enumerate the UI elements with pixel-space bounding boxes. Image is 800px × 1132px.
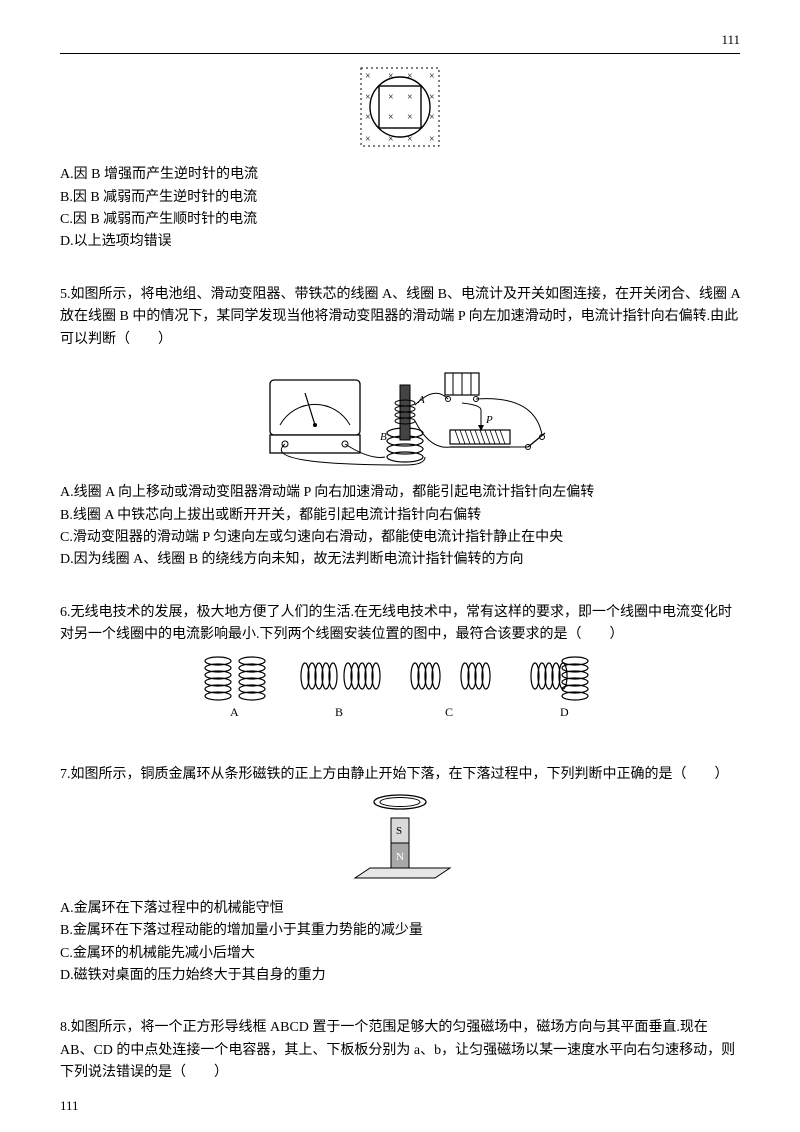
q5-opt-c: C.滑动变阻器的滑动端 P 匀速向左或匀速向右滑动，都能使电流计指针静止在中央 <box>60 527 740 549</box>
svg-text:B: B <box>380 431 387 443</box>
page-number-top: 111 <box>60 30 740 51</box>
svg-text:×: × <box>407 134 413 145</box>
svg-text:P: P <box>485 414 493 426</box>
q4-figure: × × × × × × × × × × × × × × × × <box>60 62 740 160</box>
q8: 8.如图所示，将一个正方形导线框 ABCD 置于一个范围足够大的匀强磁场中，磁场… <box>60 1017 740 1084</box>
svg-text:×: × <box>365 92 371 103</box>
q7: 7.如图所示，铜质金属环从条形磁铁的正上方由静止开始下落，在下落过程中，下列判断… <box>60 764 740 987</box>
svg-text:×: × <box>407 92 413 103</box>
q5-stem: 5.如图所示，将电池组、滑动变阻器、带铁芯的线圈 A、线圈 B、电流计及开关如图… <box>60 284 740 351</box>
q7-n-label: N <box>396 851 404 863</box>
q7-opt-b: B.金属环在下落过程动能的增加量小于其重力势能的减少量 <box>60 920 740 942</box>
svg-text:×: × <box>365 71 371 82</box>
svg-text:×: × <box>388 92 394 103</box>
q6-svg: A B C <box>190 651 610 726</box>
q6-label-a: A <box>230 705 239 719</box>
svg-text:×: × <box>388 71 394 82</box>
q8-stem: 8.如图所示，将一个正方形导线框 ABCD 置于一个范围足够大的匀强磁场中，磁场… <box>60 1017 740 1084</box>
svg-text:×: × <box>365 134 371 145</box>
q6-label-d: D <box>560 705 569 719</box>
q6-label-c: C <box>445 705 453 719</box>
page-container: 111 × × × × × × × × × × × × × × × × A.因 B 增强而产生逆时针的电… <box>0 0 800 1132</box>
q4-opt-b: B.因 B 减弱而产生逆时针的电流 <box>60 187 740 209</box>
q7-figure: S N <box>60 790 740 893</box>
top-rule <box>60 53 740 54</box>
q6: 6.无线电技术的发展，极大地方便了人们的生活.在无线电技术中，常有这样的要求，即… <box>60 602 740 734</box>
q7-opt-c: C.金属环的机械能先减小后增大 <box>60 943 740 965</box>
svg-text:×: × <box>407 71 413 82</box>
q4-opt-d: D.以上选项均错误 <box>60 231 740 253</box>
q7-opt-a: A.金属环在下落过程中的机械能守恒 <box>60 898 740 920</box>
page-number-bottom: 111 <box>60 1096 79 1117</box>
q5-figure: G B A <box>60 355 740 478</box>
svg-text:×: × <box>429 134 435 145</box>
q4-opt-c: C.因 B 减弱而产生顺时针的电流 <box>60 209 740 231</box>
svg-text:×: × <box>407 112 413 123</box>
q5-opt-b: B.线圈 A 中铁芯向上拔出或断开开关，都能引起电流计指针向右偏转 <box>60 505 740 527</box>
svg-text:×: × <box>365 112 371 123</box>
svg-text:×: × <box>388 112 394 123</box>
q6-stem: 6.无线电技术的发展，极大地方便了人们的生活.在无线电技术中，常有这样的要求，即… <box>60 602 740 647</box>
q4-svg: × × × × × × × × × × × × × × × × <box>355 62 445 152</box>
q5-opt-d: D.因为线圈 A、线圈 B 的绕线方向未知，故无法判断电流计指针偏转的方向 <box>60 549 740 571</box>
q4-opt-a: A.因 B 增强而产生逆时针的电流 <box>60 164 740 186</box>
q7-opt-d: D.磁铁对桌面的压力始终大于其自身的重力 <box>60 965 740 987</box>
q4-options: A.因 B 增强而产生逆时针的电流 B.因 B 减弱而产生逆时针的电流 C.因 … <box>60 164 740 254</box>
svg-text:×: × <box>429 71 435 82</box>
q7-s-label: S <box>396 825 402 837</box>
q6-label-b: B <box>335 705 343 719</box>
svg-text:×: × <box>429 92 435 103</box>
q7-svg: S N <box>335 790 465 885</box>
q7-stem: 7.如图所示，铜质金属环从条形磁铁的正上方由静止开始下落，在下落过程中，下列判断… <box>60 764 740 786</box>
q5: 5.如图所示，将电池组、滑动变阻器、带铁芯的线圈 A、线圈 B、电流计及开关如图… <box>60 284 740 572</box>
q5-svg: G B A <box>250 355 550 470</box>
q5-opt-a: A.线圈 A 向上移动或滑动变阻器滑动端 P 向右加速滑动，都能引起电流计指针向… <box>60 482 740 504</box>
q6-figure: A B C <box>60 651 740 734</box>
svg-text:×: × <box>388 134 394 145</box>
svg-text:×: × <box>429 112 435 123</box>
